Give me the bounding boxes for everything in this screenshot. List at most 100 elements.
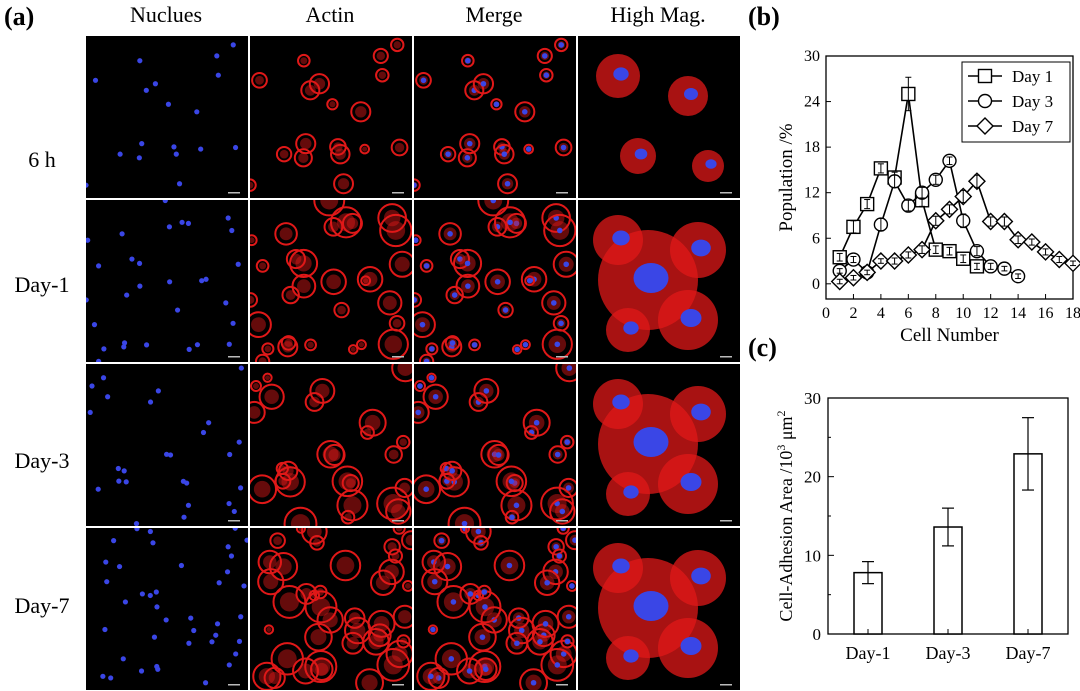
nucleus bbox=[92, 77, 99, 83]
nucleus bbox=[163, 617, 169, 623]
micrograph-grid: (a) Nuclues Actin Merge High Mag. 6 h Da… bbox=[4, 2, 740, 690]
nucleus bbox=[138, 668, 145, 674]
nucleus bbox=[167, 279, 173, 285]
x-tick-label: 12 bbox=[983, 305, 999, 322]
actin-ring bbox=[554, 37, 569, 53]
nucleus bbox=[560, 144, 567, 151]
actin-ring bbox=[497, 173, 518, 195]
nucleus bbox=[139, 141, 145, 147]
actin-ring bbox=[414, 474, 442, 505]
scale-bar bbox=[556, 520, 568, 522]
nucleus bbox=[445, 151, 451, 157]
nucleus bbox=[136, 260, 143, 267]
nucleus bbox=[691, 567, 711, 585]
nucleus bbox=[153, 589, 159, 595]
micrograph-0-3 bbox=[578, 36, 740, 198]
nucleus bbox=[450, 599, 457, 605]
actin-fill bbox=[297, 279, 311, 293]
actin-ring bbox=[524, 275, 536, 287]
actin-ring bbox=[556, 528, 570, 535]
actin-ring bbox=[447, 506, 482, 526]
nucleus bbox=[147, 592, 153, 599]
actin-fill bbox=[383, 655, 403, 675]
actin-ring bbox=[384, 445, 403, 464]
nucleus bbox=[120, 656, 126, 662]
micrograph-3-0 bbox=[86, 528, 248, 690]
micrograph-1-3 bbox=[578, 200, 740, 362]
nucleus bbox=[198, 146, 204, 152]
actin-fill bbox=[279, 592, 299, 612]
actin-ring bbox=[473, 377, 500, 404]
actin-ring bbox=[372, 47, 389, 64]
nucleus bbox=[232, 144, 239, 151]
legend-entry: Day 7 bbox=[1012, 117, 1054, 136]
actin-fill bbox=[306, 528, 322, 539]
micrograph-background bbox=[250, 36, 412, 198]
nucleus bbox=[166, 224, 173, 230]
actin-fill bbox=[358, 342, 365, 348]
nucleus bbox=[558, 320, 564, 327]
nucleus bbox=[86, 297, 89, 303]
nucleus bbox=[431, 578, 438, 585]
nucleus bbox=[565, 485, 572, 491]
actin-fill bbox=[253, 383, 259, 390]
actin-ring bbox=[438, 472, 456, 490]
actin-ring bbox=[304, 649, 338, 684]
actin-ring bbox=[308, 73, 331, 95]
actin-fill bbox=[253, 480, 271, 498]
nucleus bbox=[560, 528, 566, 532]
actin-fill bbox=[315, 662, 329, 676]
actin-ring bbox=[326, 98, 339, 111]
nucleus bbox=[432, 393, 439, 400]
scale-bar bbox=[556, 684, 568, 686]
nucleus bbox=[461, 520, 468, 526]
x-tick-label: Day-7 bbox=[1006, 643, 1051, 663]
y-axis-label: Cell-Adhesion Area /103 μm2 bbox=[774, 410, 796, 621]
actin-ring bbox=[274, 472, 292, 490]
actin-fill bbox=[279, 227, 293, 241]
y-tick-label: 12 bbox=[804, 185, 820, 202]
actin-ring bbox=[340, 509, 356, 525]
actin-fill bbox=[309, 396, 320, 408]
nucleus bbox=[691, 239, 711, 257]
x-tick-label: 2 bbox=[849, 305, 857, 322]
nucleus bbox=[241, 583, 247, 589]
nucleus bbox=[572, 537, 576, 543]
scale-bar bbox=[392, 356, 404, 358]
x-tick-label: Day-3 bbox=[926, 643, 971, 663]
actin-fill bbox=[266, 626, 272, 633]
micrograph-0-0 bbox=[86, 36, 248, 198]
actin-fill bbox=[393, 41, 401, 49]
actin-ring bbox=[250, 234, 258, 247]
x-tick-label: 10 bbox=[955, 305, 971, 322]
actin-fill bbox=[258, 357, 267, 362]
nucleus bbox=[705, 159, 717, 169]
nucleus bbox=[194, 342, 201, 348]
nucleus bbox=[185, 502, 192, 508]
nucleus bbox=[87, 409, 93, 416]
actin-fill bbox=[343, 496, 362, 515]
actin-ring bbox=[356, 266, 384, 293]
actin-fill bbox=[279, 149, 289, 159]
actin-ring bbox=[355, 339, 367, 351]
x-tick-label: 0 bbox=[822, 305, 830, 322]
actin-ring bbox=[490, 98, 503, 111]
scale-bar bbox=[228, 684, 240, 686]
actin-ring bbox=[360, 275, 372, 287]
nucleus bbox=[225, 544, 231, 550]
nucleus bbox=[565, 613, 572, 620]
micrograph-1-0 bbox=[86, 200, 248, 362]
y-tick-label: 10 bbox=[804, 546, 821, 565]
nucleus bbox=[464, 155, 471, 161]
actin-ring bbox=[524, 425, 539, 440]
nucleus bbox=[551, 300, 557, 306]
nucleus bbox=[543, 72, 550, 79]
actin-ring bbox=[522, 408, 551, 437]
scale-bar bbox=[392, 684, 404, 686]
nucleus bbox=[180, 478, 186, 484]
nucleus bbox=[465, 283, 471, 289]
scale-bar bbox=[228, 520, 240, 522]
actin-fill bbox=[364, 414, 381, 431]
actin-ring bbox=[252, 661, 282, 690]
actin-fill bbox=[392, 318, 402, 328]
